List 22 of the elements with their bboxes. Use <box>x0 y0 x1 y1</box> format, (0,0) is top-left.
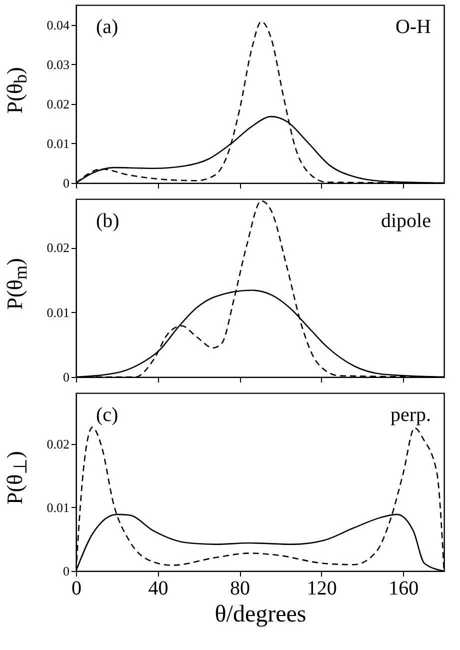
x-axis-title: θ/degrees <box>214 602 306 628</box>
y-tick-label: 0.01 <box>46 500 70 515</box>
y-tick-label: 0.02 <box>46 96 70 112</box>
y-tick-label: 0.02 <box>46 436 70 452</box>
annotation: O-H <box>395 16 431 38</box>
annotation: perp. <box>390 404 431 426</box>
annotation: (a) <box>96 16 118 38</box>
y-tick-label: 0 <box>63 176 70 190</box>
x-tick-label: 80 <box>230 578 250 600</box>
y-tick-label: 0.04 <box>46 17 70 32</box>
annotation: dipole <box>381 210 432 232</box>
annotation: (c) <box>96 404 118 426</box>
y-tick-label: 0 <box>63 564 70 578</box>
x-tick-label: 40 <box>148 578 168 600</box>
y-tick-label: 0.01 <box>46 304 70 320</box>
y-tick-label: 0 <box>63 370 70 384</box>
y-tick-label: 0.02 <box>46 240 70 256</box>
x-tick-label: 160 <box>388 578 419 600</box>
x-tick-label: 120 <box>306 578 337 600</box>
y-tick-label: 0.01 <box>46 136 70 151</box>
annotation: (b) <box>96 210 120 232</box>
y-tick-label: 0.03 <box>46 56 70 72</box>
